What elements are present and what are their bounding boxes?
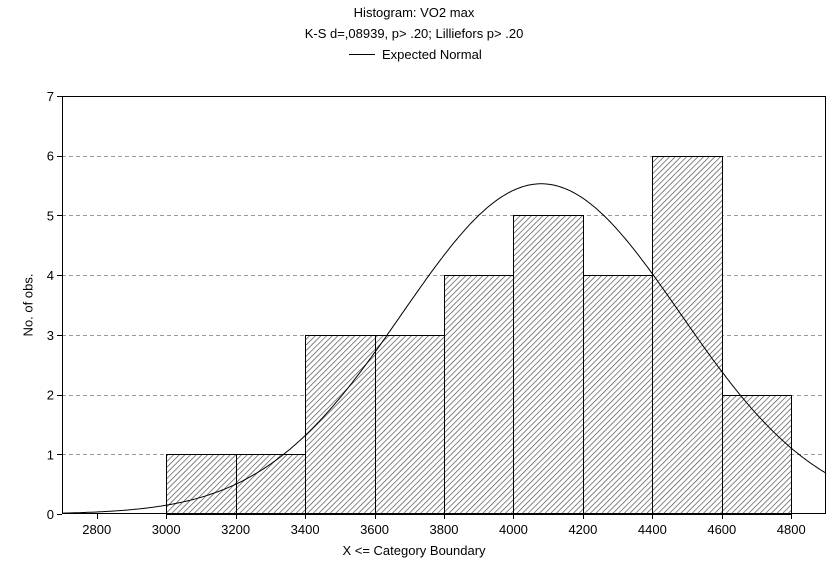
histogram-bar bbox=[236, 454, 306, 515]
x-axis-label: X <= Category Boundary bbox=[342, 543, 486, 558]
plot-frame bbox=[62, 96, 826, 514]
x-tick-label: 3000 bbox=[152, 522, 181, 537]
y-tick-label: 6 bbox=[47, 149, 54, 164]
x-tick-label: 4400 bbox=[638, 522, 667, 537]
y-axis-label: No. of obs. bbox=[20, 273, 36, 337]
histogram-bar bbox=[166, 454, 237, 515]
chart-subtitle: K-S d=,08939, p> .20; Lilliefors p> .20 bbox=[304, 26, 524, 41]
x-tick-label: 4600 bbox=[707, 522, 736, 537]
y-tick-label: 7 bbox=[47, 89, 54, 104]
y-tick-label: 5 bbox=[47, 208, 54, 223]
x-tick-label: 4800 bbox=[777, 522, 806, 537]
x-tick-label: 3200 bbox=[221, 522, 250, 537]
y-tick-label: 0 bbox=[47, 507, 54, 522]
legend: Expected Normal bbox=[349, 47, 482, 62]
x-tick-label: 4200 bbox=[568, 522, 597, 537]
chart-title: Histogram: VO2 max bbox=[353, 5, 475, 20]
y-tick-label: 2 bbox=[47, 388, 54, 403]
x-tick-label: 3600 bbox=[360, 522, 389, 537]
histogram-bar bbox=[444, 275, 514, 515]
y-tick-label: 1 bbox=[47, 447, 54, 462]
histogram-bar bbox=[652, 156, 723, 515]
histogram-bar bbox=[583, 275, 653, 515]
x-tick-label: 4000 bbox=[499, 522, 528, 537]
y-tick-label: 3 bbox=[47, 328, 54, 343]
histogram-bar bbox=[513, 215, 584, 515]
histogram-bar bbox=[375, 335, 445, 515]
legend-label: Expected Normal bbox=[382, 47, 482, 62]
x-tick-label: 3400 bbox=[291, 522, 320, 537]
histogram-bar bbox=[722, 395, 792, 515]
x-tick-label: 2800 bbox=[82, 522, 111, 537]
x-tick-label: 3800 bbox=[430, 522, 459, 537]
histogram-bar bbox=[305, 335, 376, 515]
expected-normal-curve bbox=[62, 183, 827, 514]
y-tick-label: 4 bbox=[47, 268, 54, 283]
legend-line-icon bbox=[349, 54, 375, 55]
